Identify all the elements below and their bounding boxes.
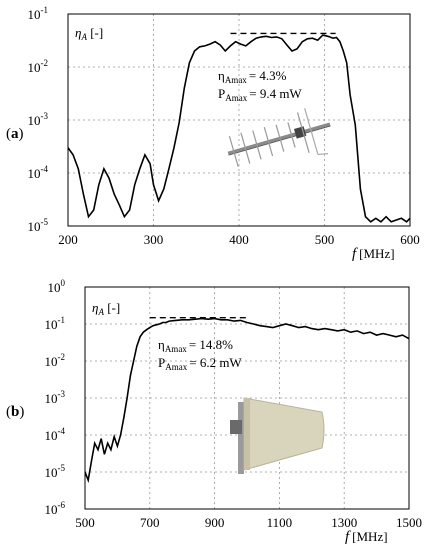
efficiency-curve-a [68,34,410,223]
grid-a [68,14,410,226]
x-tick-label: 900 [205,515,225,530]
y-axis-label-b: ηA [-] [92,300,120,317]
x-tick-label: 300 [144,232,164,247]
x-tick-labels-b: 500 700 900 1100 1300 1500 [75,515,422,530]
yagi-antenna-icon [227,108,331,168]
x-axis-label-a: f [MHz] [352,246,395,262]
x-tick-label: 1500 [396,515,422,530]
log-periodic-antenna-icon [230,397,325,474]
y-tick-labels-b: 10-6 10-5 10-4 10-3 10-2 10-1 100 [45,278,66,517]
x-tick-label: 1300 [331,515,357,530]
annotation-eta-max-a: ηAmax = 4.3% [218,68,287,85]
x-tick-label: 500 [315,232,335,247]
panel-label-a: (a) [6,126,24,142]
plot-frame-b [84,286,410,510]
x-tick-label: 1100 [267,515,293,530]
plot-frame-a [67,13,411,227]
y-tick-label: 10-2 [45,352,66,369]
y-tick-label: 10-4 [28,164,49,181]
chart-panel-b: 500 700 900 1100 1300 1500 10-610-510-410-310… [6,278,422,545]
y-tick-label: 10-5 [28,217,49,234]
y-tick-label: 10-3 [28,111,49,128]
y-tick-label: 10-5 [45,463,66,480]
x-tick-label: 500 [75,515,95,530]
panel-label-b: (b) [6,404,24,420]
x-tick-label: 200 [58,232,78,247]
y-tick-label: 10-1 [45,315,66,332]
efficiency-curve-b [85,317,409,484]
x-tick-label: 400 [229,232,249,247]
y-tick-label: 10-3 [45,389,66,406]
chart-panel-a: 200 300 400 500 600 10-5 10-4 10-3 10-2 10-1 ηA … [6,5,420,262]
x-tick-labels-a: 200 300 400 500 600 [58,232,420,247]
annotation-eta-max-b: ηAmax = 14.8% [158,337,233,354]
y-tick-label: 10-1 [28,5,49,22]
y-tick-label: 100 [48,278,66,295]
y-axis-label-a: ηA [-] [75,25,103,42]
x-axis-label-b: f [MHz] [345,529,388,545]
annotation-p-max-b: PAmax = 6.2 mW [158,355,242,372]
y-tick-label: 10-2 [28,58,49,75]
y-tick-label: 10-4 [45,426,66,443]
y-tick-labels-a: 10-5 10-4 10-3 10-2 10-1 [28,5,49,234]
annotation-p-max-a: PAmax = 9.4 mW [218,86,302,103]
x-tick-label: 700 [140,515,160,530]
x-tick-label: 600 [400,232,420,247]
grid-b [85,287,409,509]
y-tick-label: 10-6 [45,500,66,517]
